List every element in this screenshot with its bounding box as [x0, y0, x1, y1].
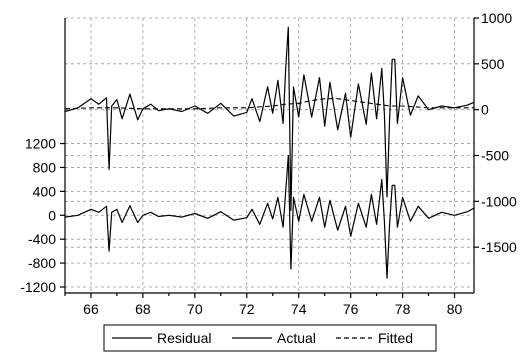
axis-layer: 66 68 70 72 74 76 78 80 1000 500 0 -500 -1000 -1500 12…: [20, 10, 517, 317]
left-tick-label--400: -400: [28, 231, 56, 247]
left-tick-label-400: 400: [33, 183, 57, 199]
right-tick-label-500: 500: [481, 56, 505, 72]
legend-label-residual: Residual: [157, 330, 211, 346]
series-line-actual: [64, 26, 475, 212]
left-tick-label--800: -800: [28, 255, 56, 271]
right-tick-label--1500: -1500: [481, 239, 517, 255]
right-tick-label--1000: -1000: [481, 193, 517, 209]
left-tick-label--1200: -1200: [20, 279, 56, 295]
legend-label-actual: Actual: [277, 330, 316, 346]
x-tick-label-78: 78: [395, 301, 411, 317]
x-tick-label-76: 76: [343, 301, 359, 317]
x-tick-label-72: 72: [239, 301, 255, 317]
series-layer: [64, 26, 475, 279]
x-tick-label-70: 70: [187, 301, 203, 317]
x-tick-label-80: 80: [447, 301, 463, 317]
left-tick-label-800: 800: [33, 159, 57, 175]
legend: Residual Actual Fitted: [103, 324, 437, 352]
right-tick-label--500: -500: [481, 148, 509, 164]
x-tick-label-74: 74: [291, 301, 307, 317]
x-tick-label-66: 66: [83, 301, 99, 317]
grid-layer: [65, 17, 474, 293]
series-line-residual: [64, 154, 475, 279]
right-tick-label-0: 0: [481, 102, 489, 118]
legend-label-fitted: Fitted: [378, 330, 413, 346]
left-tick-label-0: 0: [48, 207, 56, 223]
left-tick-label-1200: 1200: [25, 136, 56, 152]
right-tick-label-1000: 1000: [481, 10, 512, 26]
x-tick-label-68: 68: [135, 301, 151, 317]
